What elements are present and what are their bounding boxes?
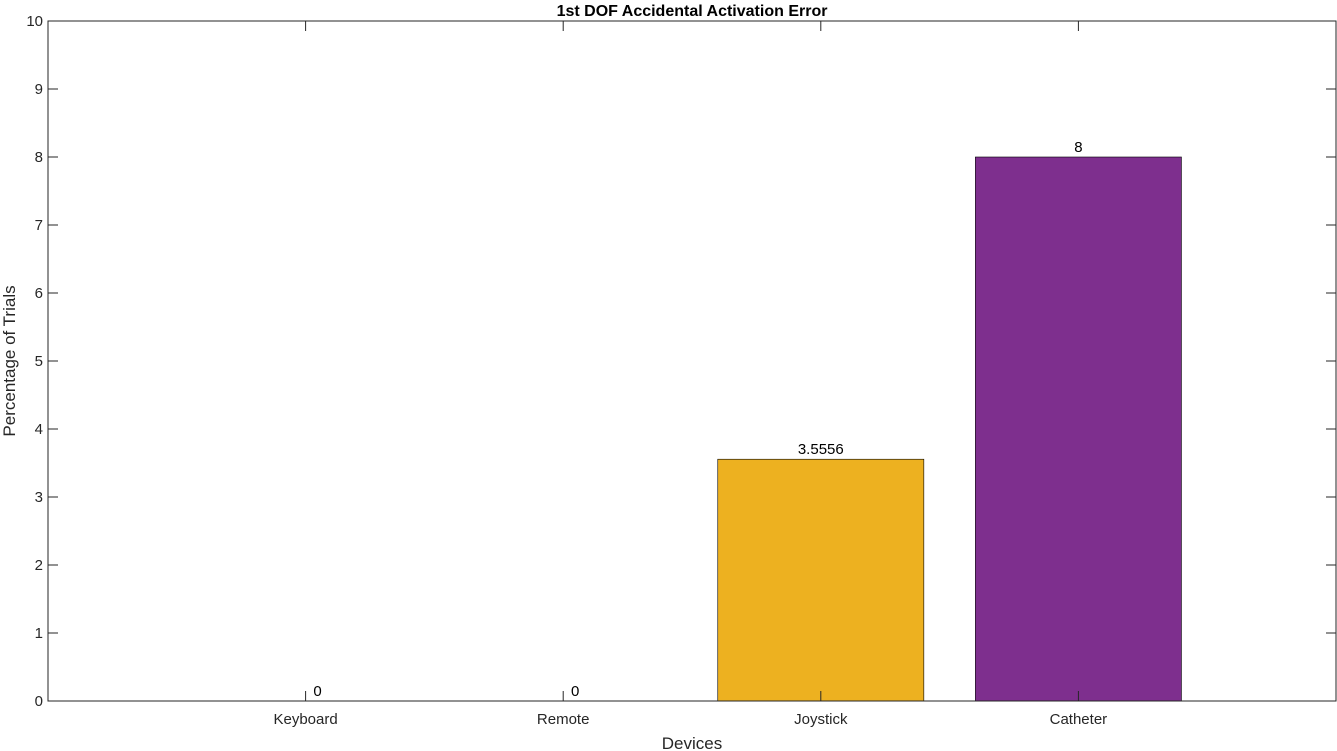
ticks-layer (48, 20, 1336, 702)
y-tick-label: 10 (26, 13, 43, 30)
x-axis-label: Devices (662, 734, 722, 751)
bars-layer (717, 156, 1182, 702)
x-tick-label: Keyboard (273, 711, 337, 728)
x-tick-label: Catheter (1050, 711, 1108, 728)
y-tick-label: 3 (35, 489, 43, 506)
data-label-catheter: 8 (1074, 139, 1082, 156)
y-tick-label: 6 (35, 285, 43, 302)
plot-frame (47, 20, 1337, 702)
y-tick-label: 2 (35, 557, 43, 574)
chart-title: 1st DOF Accidental Activation Error (557, 3, 828, 20)
y-axis-label: Percentage of Trials (0, 285, 19, 436)
y-tick-label: 9 (35, 81, 43, 98)
data-label-joystick: 3.5556 (798, 441, 844, 458)
x-tick-label: Joystick (794, 711, 848, 728)
x-tick-label: Remote (537, 711, 590, 728)
y-tick-label: 8 (35, 149, 43, 166)
data-label-keyboard: 0 (313, 683, 321, 700)
y-tick-label: 4 (35, 421, 43, 438)
bar-joystick (717, 458, 925, 702)
y-tick-label: 5 (35, 353, 43, 370)
labels-layer: Keyboard Remote Joystick Catheter 0 1 2 3 4 5 6 7 8 9… (26, 13, 1107, 728)
y-tick-label: 7 (35, 217, 43, 234)
data-label-remote: 0 (571, 683, 579, 700)
bar-catheter (975, 156, 1182, 702)
y-tick-label: 0 (35, 693, 43, 710)
y-tick-label: 1 (35, 625, 43, 642)
